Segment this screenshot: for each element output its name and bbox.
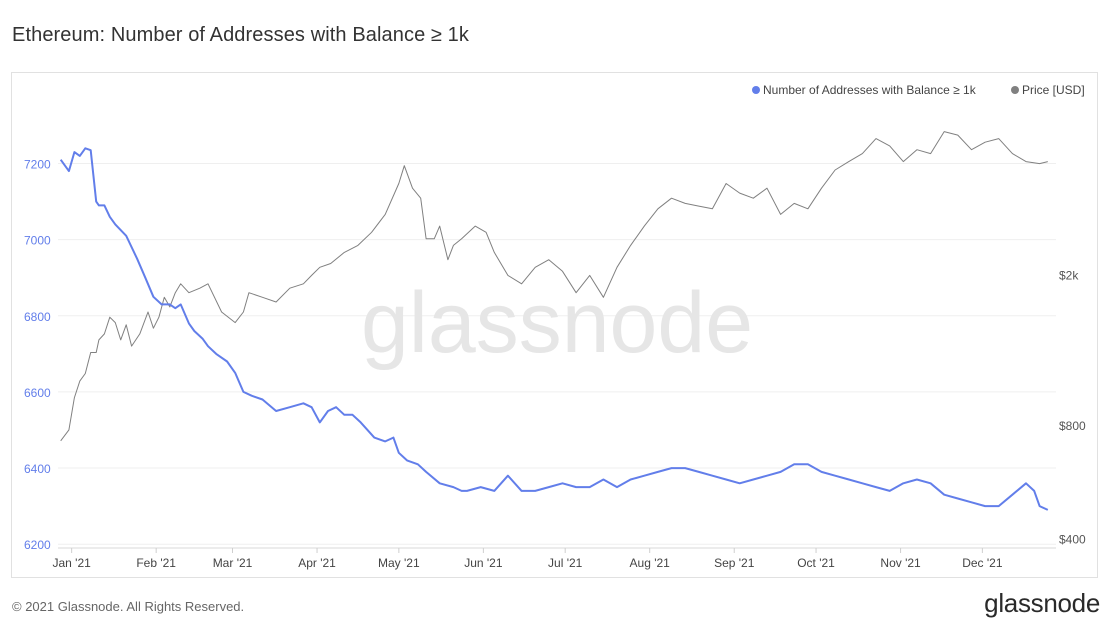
addresses-series <box>59 147 1049 511</box>
x-tick-label: Mar '21 <box>213 556 253 570</box>
x-tick-label: Jun '21 <box>464 556 503 570</box>
copyright-text: © 2021 Glassnode. All Rights Reserved. <box>12 599 245 614</box>
left-tick-label: 7000 <box>24 234 51 248</box>
x-tick-label: Aug '21 <box>630 556 671 570</box>
left-tick-label: 6800 <box>24 310 51 324</box>
legend: Number of Addresses with Balance ≥ 1k Pri… <box>752 83 1085 97</box>
legend-label[interactable]: Number of Addresses with Balance ≥ 1k <box>763 83 977 97</box>
left-tick-label: 7200 <box>24 158 51 172</box>
legend-label[interactable]: Price [USD] <box>1022 83 1085 97</box>
legend-marker <box>752 86 760 94</box>
x-tick-label: Sep '21 <box>714 556 755 570</box>
series-line <box>59 147 1049 511</box>
right-tick-label: $800 <box>1059 419 1086 433</box>
watermark: glassnode <box>361 275 753 371</box>
chart-panel <box>11 72 1098 578</box>
price-series <box>60 131 1048 442</box>
x-tick-label: May '21 <box>378 556 420 570</box>
left-tick-label: 6200 <box>24 538 51 552</box>
left-tick-label: 6600 <box>24 386 51 400</box>
chart-title: Ethereum: Number of Addresses with Balan… <box>12 24 470 46</box>
left-axis: 6200 6400 6600 6800 7000 7200 <box>24 158 51 553</box>
x-tick-label: Feb '21 <box>136 556 176 570</box>
x-tick-label: Nov '21 <box>880 556 921 570</box>
x-tick-label: Dec '21 <box>962 556 1003 570</box>
right-tick-label: $400 <box>1059 533 1086 547</box>
brand-logo: glassnode <box>984 588 1100 618</box>
series-line <box>60 131 1048 442</box>
x-axis: Jan '21 Feb '21 Mar '21 Apr '21 May '21 Jun '… <box>52 547 1056 570</box>
x-tick-label: Jul '21 <box>548 556 583 570</box>
left-tick-label: 6400 <box>24 462 51 476</box>
legend-marker <box>1011 86 1019 94</box>
gridlines <box>58 163 1056 545</box>
x-tick-label: Oct '21 <box>797 556 835 570</box>
x-tick-label: Apr '21 <box>298 556 336 570</box>
right-tick-label: $2k <box>1059 268 1079 282</box>
x-tick-label: Jan '21 <box>52 556 91 570</box>
right-axis: $400 $800 $2k <box>1059 268 1086 546</box>
